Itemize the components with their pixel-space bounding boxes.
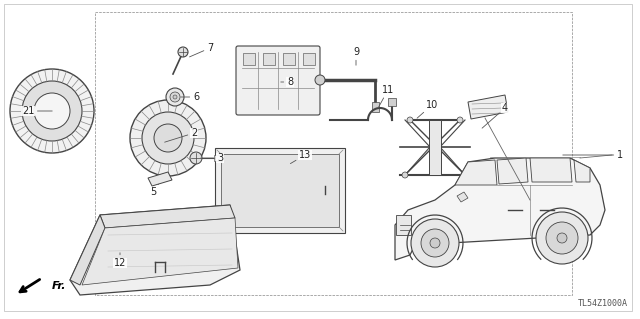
Polygon shape (82, 218, 238, 285)
Circle shape (190, 152, 202, 164)
Circle shape (34, 93, 70, 129)
Circle shape (154, 124, 182, 152)
Text: 5: 5 (150, 184, 159, 197)
Circle shape (546, 222, 578, 254)
Polygon shape (100, 205, 235, 228)
Bar (263, 53, 275, 65)
Bar (396, 215, 411, 235)
Text: 3: 3 (201, 153, 223, 163)
Text: 9: 9 (353, 47, 359, 65)
Polygon shape (70, 215, 105, 285)
Polygon shape (457, 192, 468, 202)
Polygon shape (468, 95, 508, 119)
Circle shape (142, 112, 194, 164)
Text: 21: 21 (22, 106, 52, 116)
Circle shape (432, 144, 438, 150)
Text: TL54Z1000A: TL54Z1000A (578, 299, 628, 308)
Bar (215, 148, 345, 233)
Text: 10: 10 (417, 100, 438, 118)
Circle shape (166, 88, 184, 106)
Circle shape (462, 172, 468, 178)
FancyBboxPatch shape (236, 46, 320, 115)
Circle shape (178, 47, 188, 57)
Circle shape (457, 117, 463, 123)
Text: 13: 13 (291, 150, 311, 164)
Text: 11: 11 (378, 85, 394, 108)
Bar (214, 155, 222, 161)
Text: Fr.: Fr. (52, 281, 67, 291)
Text: 2: 2 (164, 128, 197, 142)
Circle shape (536, 212, 588, 264)
Polygon shape (497, 158, 528, 184)
Circle shape (130, 100, 206, 176)
Circle shape (407, 117, 413, 123)
Text: 6: 6 (180, 92, 199, 102)
Circle shape (315, 75, 325, 85)
Bar (388, 98, 396, 106)
Text: 12: 12 (114, 253, 126, 268)
Bar (95, 12, 572, 295)
Circle shape (170, 92, 180, 102)
Bar (283, 53, 295, 65)
Circle shape (557, 233, 567, 243)
Bar (303, 53, 315, 65)
Circle shape (22, 81, 82, 141)
Circle shape (411, 219, 459, 267)
Bar (372, 102, 379, 112)
Polygon shape (70, 205, 240, 295)
Text: 1: 1 (563, 150, 623, 160)
Circle shape (402, 172, 408, 178)
Text: 4: 4 (482, 103, 508, 128)
Circle shape (430, 238, 440, 248)
Circle shape (421, 229, 449, 257)
Bar (221, 154, 339, 227)
Polygon shape (148, 172, 172, 186)
Polygon shape (455, 160, 497, 185)
Polygon shape (574, 160, 590, 182)
Polygon shape (395, 158, 605, 260)
Bar (243, 53, 255, 65)
Polygon shape (530, 158, 572, 182)
Bar (429, 120, 441, 175)
Circle shape (10, 69, 94, 153)
Text: 7: 7 (189, 43, 213, 57)
Text: 8: 8 (281, 77, 293, 87)
Circle shape (173, 95, 177, 99)
